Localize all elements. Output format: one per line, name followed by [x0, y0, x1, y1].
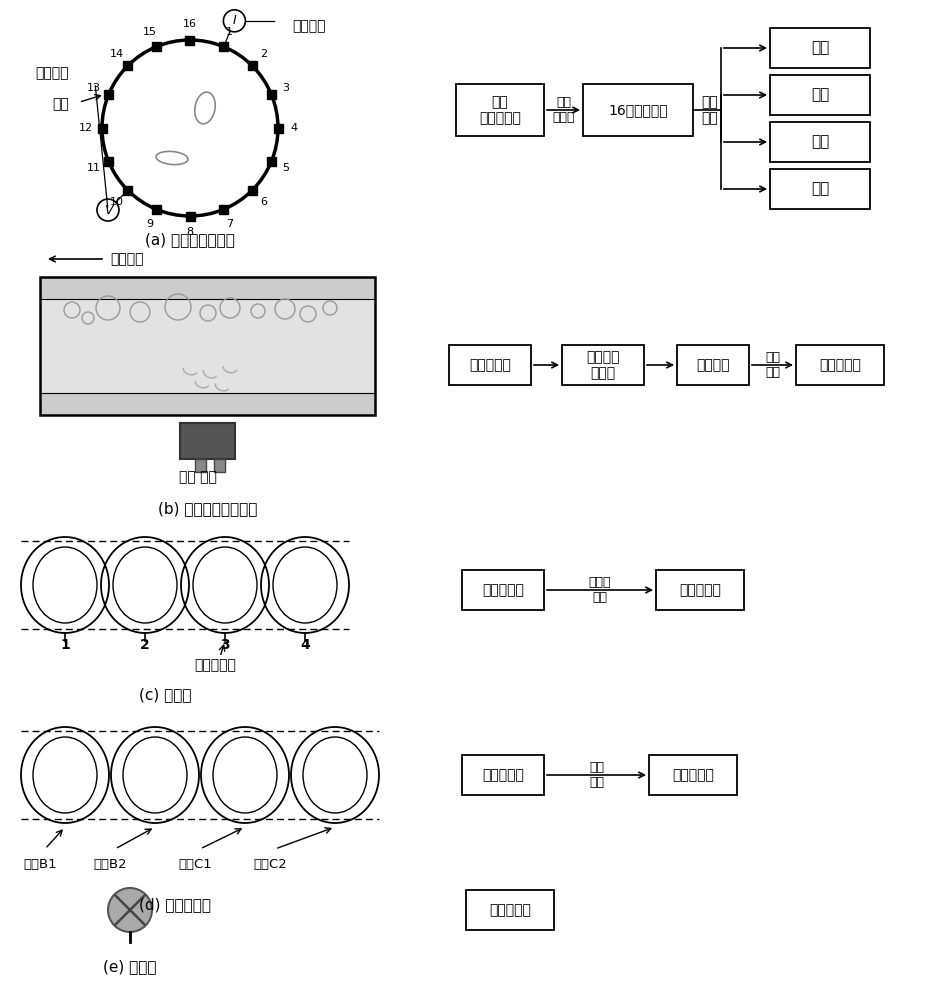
Text: 极板C1: 极板C1 — [178, 858, 212, 871]
Text: I: I — [232, 14, 236, 27]
FancyBboxPatch shape — [152, 42, 161, 51]
Text: 11: 11 — [87, 163, 101, 173]
Text: 极板B2: 极板B2 — [94, 858, 126, 871]
Bar — [40, 277, 375, 299]
FancyBboxPatch shape — [124, 186, 132, 195]
Text: 接收 发射: 接收 发射 — [179, 470, 216, 484]
FancyBboxPatch shape — [104, 90, 113, 99]
Text: 5: 5 — [283, 163, 289, 173]
Text: 4: 4 — [290, 123, 298, 133]
Text: 6: 6 — [260, 197, 267, 207]
FancyBboxPatch shape — [796, 345, 884, 385]
FancyBboxPatch shape — [770, 122, 870, 162]
FancyBboxPatch shape — [273, 123, 283, 132]
Text: (b) 连续波超声多普勒: (b) 连续波超声多普勒 — [158, 502, 257, 516]
Text: 极板B1: 极板B1 — [23, 858, 57, 871]
FancyBboxPatch shape — [219, 205, 228, 214]
Text: (a) 截面阵列式电阵: (a) 截面阵列式电阵 — [145, 232, 235, 247]
FancyBboxPatch shape — [466, 890, 554, 930]
Text: 相含率信息: 相含率信息 — [672, 768, 714, 782]
Bar — [213, 459, 225, 472]
Text: 10: 10 — [110, 197, 124, 207]
Text: 归一化
处理: 归一化 处理 — [589, 576, 611, 604]
FancyBboxPatch shape — [649, 755, 737, 795]
FancyBboxPatch shape — [97, 123, 107, 132]
FancyBboxPatch shape — [462, 755, 544, 795]
Text: 特征
提取: 特征 提取 — [701, 95, 718, 125]
FancyBboxPatch shape — [219, 42, 228, 51]
Bar — [195, 459, 206, 472]
Text: 12: 12 — [79, 123, 93, 133]
Text: 频域信号: 频域信号 — [696, 358, 730, 372]
Text: 13: 13 — [87, 83, 101, 93]
FancyBboxPatch shape — [770, 169, 870, 209]
Text: 方差: 方差 — [811, 88, 829, 103]
Text: (d) 电容传感器: (d) 电容传感器 — [139, 898, 211, 912]
Text: 流动方向: 流动方向 — [110, 252, 143, 266]
FancyBboxPatch shape — [562, 345, 644, 385]
FancyBboxPatch shape — [656, 570, 744, 610]
Text: 短时傅里
叶变换: 短时傅里 叶变换 — [586, 350, 620, 380]
FancyBboxPatch shape — [770, 28, 870, 68]
Bar — [40, 393, 375, 415]
FancyBboxPatch shape — [185, 35, 195, 44]
FancyBboxPatch shape — [462, 570, 544, 610]
Text: 标定
取均值: 标定 取均值 — [552, 96, 575, 124]
Text: 测量电导环: 测量电导环 — [194, 658, 236, 672]
Text: (e) 压力计: (e) 压力计 — [103, 960, 156, 974]
FancyBboxPatch shape — [583, 84, 693, 136]
Text: 3: 3 — [220, 638, 230, 652]
Text: 电极: 电极 — [52, 97, 69, 111]
Text: 1: 1 — [60, 638, 70, 652]
Text: 偏度: 偏度 — [811, 134, 829, 149]
Text: (c) 电导环: (c) 电导环 — [139, 688, 191, 702]
Text: 均值: 均值 — [811, 40, 829, 55]
Text: 14: 14 — [110, 49, 124, 59]
FancyBboxPatch shape — [248, 186, 256, 195]
Text: 多普勒流速: 多普勒流速 — [819, 358, 861, 372]
Bar — [40, 277, 375, 415]
FancyBboxPatch shape — [267, 90, 276, 99]
Text: 测量电压值: 测量电压值 — [482, 768, 524, 782]
Bar — [40, 299, 375, 393]
Text: 2: 2 — [140, 638, 150, 652]
FancyBboxPatch shape — [770, 75, 870, 115]
Text: 15: 15 — [143, 27, 157, 37]
Bar — [40, 277, 375, 415]
Text: 公式
计算: 公式 计算 — [589, 761, 604, 789]
FancyBboxPatch shape — [124, 61, 132, 70]
Text: 测量压力值: 测量压力值 — [490, 903, 531, 917]
Text: 7: 7 — [227, 219, 233, 229]
Text: 测量电压值: 测量电压值 — [469, 358, 511, 372]
Text: 极板C2: 极板C2 — [253, 858, 286, 871]
FancyBboxPatch shape — [449, 345, 531, 385]
Text: 16维时间序列: 16维时间序列 — [608, 103, 667, 117]
FancyBboxPatch shape — [456, 84, 544, 136]
Text: V: V — [104, 204, 112, 217]
FancyBboxPatch shape — [267, 157, 276, 166]
Text: 9: 9 — [147, 219, 154, 229]
Text: 峢度: 峢度 — [811, 182, 829, 196]
Text: 测量电压: 测量电压 — [36, 66, 68, 80]
Text: 16: 16 — [183, 19, 197, 29]
Bar — [180, 423, 235, 459]
Circle shape — [108, 888, 152, 932]
Text: 测量电压值: 测量电压值 — [482, 583, 524, 597]
FancyBboxPatch shape — [152, 205, 161, 214]
FancyBboxPatch shape — [185, 212, 195, 221]
Text: 测量
边界电压值: 测量 边界电压值 — [479, 95, 521, 125]
Text: 1: 1 — [227, 27, 233, 37]
Text: 电流激励: 电流激励 — [292, 19, 326, 33]
Text: 2: 2 — [260, 49, 267, 59]
FancyBboxPatch shape — [104, 157, 113, 166]
Text: 相含率信息: 相含率信息 — [679, 583, 721, 597]
Text: 4: 4 — [300, 638, 310, 652]
Text: 8: 8 — [186, 227, 194, 237]
Text: 3: 3 — [283, 83, 289, 93]
FancyBboxPatch shape — [248, 61, 256, 70]
FancyBboxPatch shape — [677, 345, 749, 385]
Text: 公式
计算: 公式 计算 — [765, 351, 780, 379]
